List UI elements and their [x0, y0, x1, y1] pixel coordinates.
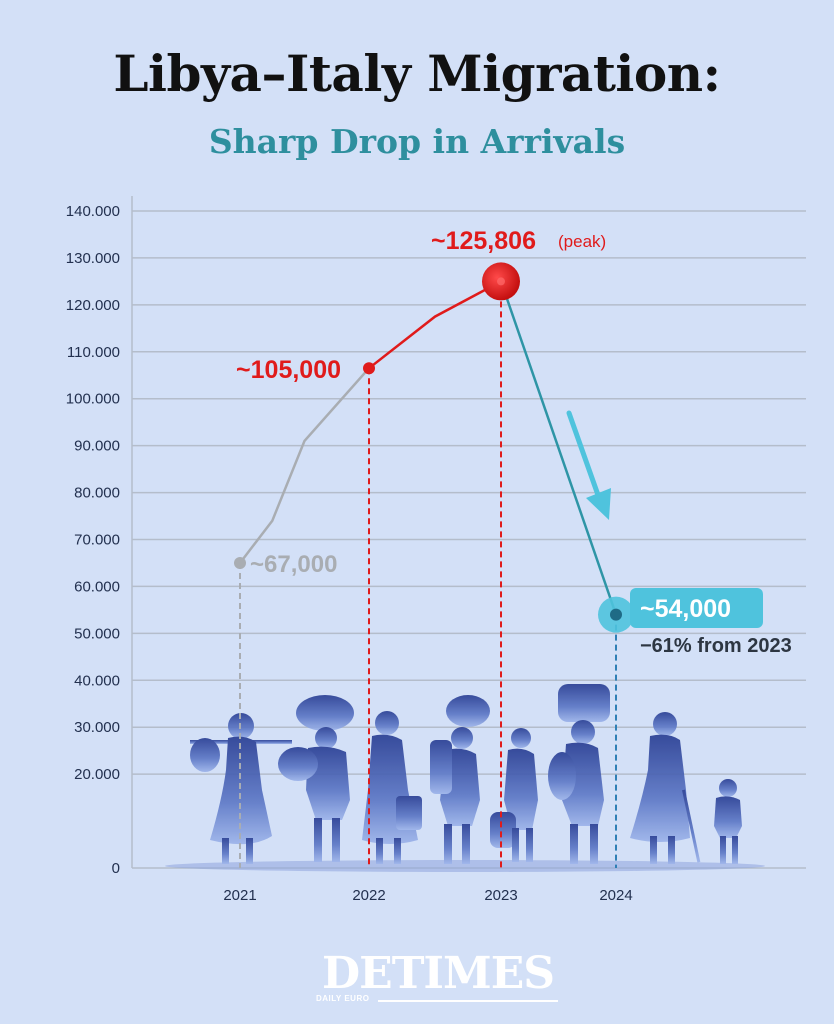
silhouette-person-3: [362, 711, 422, 864]
y-tick-label: 30.000: [74, 719, 120, 736]
dashed-drop-lines: [239, 281, 617, 868]
label-2024-note: −61% from 2023: [640, 635, 792, 657]
series-line-rise: [239, 367, 370, 564]
y-tick-label: 20.000: [74, 766, 120, 783]
point-2021: [234, 556, 246, 569]
y-tick-label: 60.000: [74, 578, 120, 595]
label-2024-box: [630, 588, 763, 628]
silhouette-person-7: [630, 712, 701, 864]
y-tick-label: 70.000: [74, 532, 120, 549]
x-tick-label: 2022: [352, 887, 385, 904]
y-tick-label: 140.000: [66, 203, 120, 220]
label-2023-peak-suffix: (peak): [558, 232, 606, 251]
trend-arrow-shaft: [566, 410, 601, 498]
y-tick-label: 0: [112, 860, 120, 877]
silhouette-person-8: [714, 779, 742, 864]
label-2022: ~105,000: [236, 356, 341, 384]
x-tick-label: 2021: [223, 887, 256, 904]
y-tick-label: 100.000: [66, 391, 120, 408]
axis: 0 20.000 30.000 40.000 50.000 60.000 70.000 80.…: [66, 196, 633, 904]
logo-text: DETIMES: [322, 948, 555, 999]
data-labels: ~67,000 ~105,000 ~125,806 (peak) ~54,000 −61%…: [236, 227, 792, 657]
series-line-drop: [499, 280, 618, 616]
y-tick-label: 80.000: [74, 485, 120, 502]
y-tick-label: 40.000: [74, 672, 120, 689]
point-2024: [610, 608, 622, 621]
migrant-silhouettes: [165, 684, 765, 872]
silhouette-person-2: [278, 695, 354, 862]
y-tick-label: 130.000: [66, 250, 120, 267]
y-tick-label: 110.000: [67, 344, 120, 361]
y-tick-label: 50.000: [74, 625, 120, 642]
y-tick-label: 120.000: [66, 297, 120, 314]
silhouette-person-5: [490, 728, 538, 862]
point-2022: [363, 362, 375, 375]
x-tick-label: 2024: [599, 887, 632, 904]
ground-shadow: [165, 860, 765, 872]
chart-title: Libya–Italy Migration:: [113, 44, 721, 103]
logo-subtext: DAILY EURO: [316, 994, 370, 1003]
point-2023-core: [497, 277, 505, 286]
silhouette-person-6: [548, 684, 610, 864]
label-2021: ~67,000: [250, 551, 337, 578]
detimes-logo: DETIMES DAILY EURO: [312, 946, 562, 1006]
data-points: [234, 262, 634, 633]
trend-arrow-head: [586, 488, 611, 520]
logo-underline: [378, 1000, 558, 1002]
y-tick-label: 90.000: [74, 438, 120, 455]
series-line: [239, 280, 618, 616]
series-line-peak: [368, 280, 502, 370]
silhouette-person-4: [430, 695, 490, 864]
x-tick-label: 2023: [484, 887, 517, 904]
grid-lines: [132, 210, 806, 869]
label-2023: ~125,806: [431, 227, 536, 255]
chart-subtitle: Sharp Drop in Arrivals: [208, 122, 626, 161]
label-2024: ~54,000: [640, 595, 731, 623]
